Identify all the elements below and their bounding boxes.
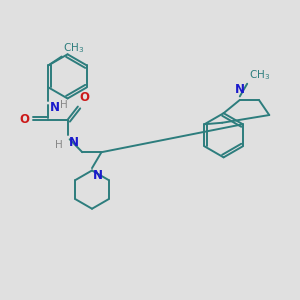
Text: O: O	[19, 113, 29, 126]
Text: N: N	[69, 136, 79, 149]
Text: H: H	[60, 100, 68, 110]
Text: N: N	[93, 169, 103, 182]
Text: CH$_3$: CH$_3$	[249, 68, 270, 82]
Text: O: O	[79, 91, 89, 103]
Text: N: N	[50, 101, 60, 114]
Text: N: N	[235, 82, 245, 95]
Text: CH$_3$: CH$_3$	[63, 41, 84, 55]
Text: H: H	[55, 140, 63, 150]
